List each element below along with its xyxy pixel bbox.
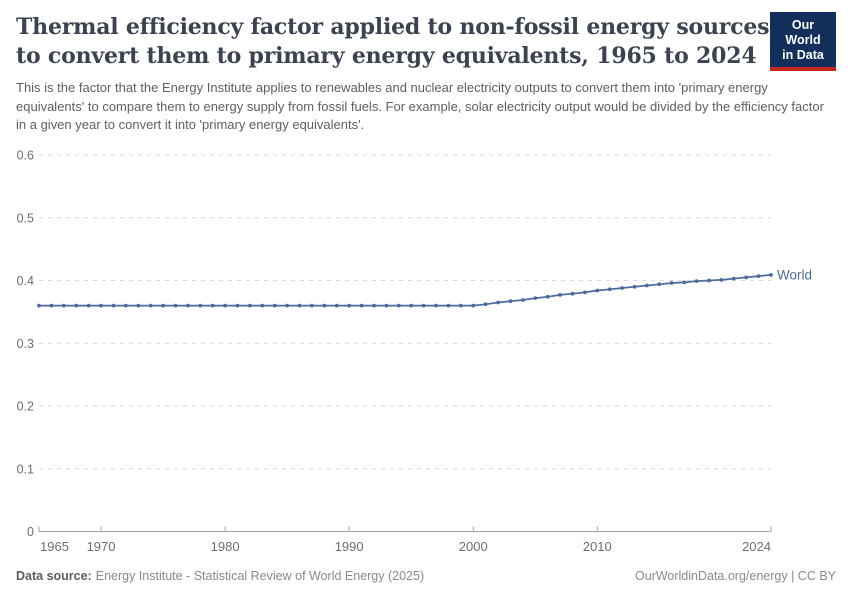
data-point [756,274,761,278]
page-title: Thermal efficiency factor applied to non… [16,13,770,71]
data-point [595,288,600,293]
data-point [99,303,103,308]
data-point [434,303,438,308]
data-point [583,290,587,295]
owid-logo[interactable]: Our World in Data [770,12,836,71]
data-point [682,280,687,285]
data-point [558,293,562,297]
data-point [632,284,637,289]
y-tick-label: 0.1 [17,462,34,476]
data-point [769,273,773,277]
x-tick-label: 2000 [459,539,488,554]
data-point [322,303,327,308]
data-point [123,303,128,308]
title-line-1: Thermal efficiency factor applied to non… [16,14,770,40]
data-point [198,303,203,308]
data-point [186,303,190,308]
x-tick-label: 2024 [742,539,771,554]
data-point [396,303,401,308]
data-point [508,299,513,304]
data-point [111,303,116,308]
data-point [694,279,699,283]
data-point [645,283,649,288]
data-point [707,278,711,283]
data-point [285,303,289,308]
series-label-world[interactable]: World [777,267,812,282]
data-point [148,303,153,308]
data-point [49,303,54,308]
data-point [297,303,302,308]
data-point [372,303,376,308]
data-point [669,281,674,285]
data-point [223,303,228,308]
data-point [136,303,141,308]
data-point [310,303,314,308]
data-point [260,303,265,308]
x-tick-label: 2010 [583,539,612,554]
data-point [657,282,662,287]
data-point [74,303,79,308]
data-point [521,298,525,302]
y-tick-label: 0.3 [17,337,34,351]
data-point [347,303,352,308]
y-tick-label: 0.5 [17,211,34,225]
y-tick-label: 0.6 [17,149,34,163]
data-point [272,303,277,308]
x-tick-label: 1980 [211,539,240,554]
data-point [61,303,66,308]
x-tick-label: 1965 [40,539,69,554]
title-line-2: to convert them to primary energy equiva… [16,43,757,69]
y-tick-label: 0.2 [17,400,34,414]
data-source-label: Data source: [16,569,92,583]
y-tick-label: 0.4 [17,274,34,288]
data-point [744,275,749,280]
plot-area[interactable] [39,148,771,539]
logo-line-1: Our World [785,18,821,47]
data-point [458,303,463,308]
x-tick-label: 1990 [335,539,364,554]
y-tick-label: 0 [27,525,34,539]
data-point [210,303,215,308]
data-point [570,291,575,296]
data-point [446,303,451,308]
data-point [620,286,624,290]
data-point [719,278,724,282]
chart-footer: Data source: Energy Institute - Statistic… [16,568,836,585]
data-point [235,303,240,308]
data-point [248,303,252,308]
data-point [533,296,538,300]
data-point [607,287,612,292]
data-point [471,303,476,308]
data-point [334,303,339,308]
data-point [496,300,500,305]
owid-license-link[interactable]: OurWorldinData.org/energy | CC BY [634,569,836,583]
data-point [37,303,41,308]
series-line-world [39,274,772,307]
data-point [421,303,426,308]
data-point [731,276,736,281]
x-tick-label: 1970 [87,539,116,554]
data-point [545,294,550,299]
data-source: Data source: Energy Institute - Statistic… [16,568,424,585]
chart-subtitle: This is the factor that the Energy Insti… [16,80,824,132]
data-point [384,303,389,308]
data-point [86,303,91,308]
data-point [483,302,488,307]
data-point [409,303,414,308]
data-point [173,303,178,308]
data-point [161,303,166,308]
data-source-text: Energy Institute - Statistical Review of… [95,569,425,583]
logo-line-2: in Data [782,48,824,62]
data-point [359,303,364,308]
